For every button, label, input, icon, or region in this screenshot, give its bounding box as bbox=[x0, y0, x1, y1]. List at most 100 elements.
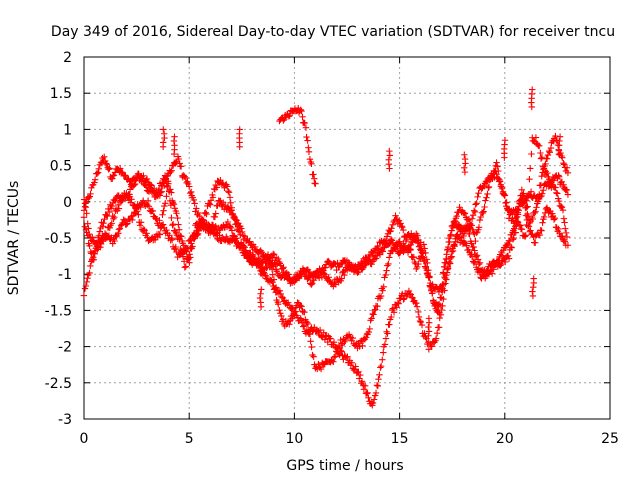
track-c-point bbox=[275, 301, 282, 308]
track-d-point bbox=[429, 290, 436, 297]
track-d-point bbox=[101, 215, 108, 223]
track-d-point bbox=[555, 197, 563, 205]
track-c-point bbox=[468, 240, 475, 247]
track-b-point bbox=[556, 229, 563, 237]
track-b-point bbox=[438, 306, 445, 314]
track-a-point bbox=[175, 155, 182, 163]
track-d-point bbox=[472, 201, 479, 208]
track-b-point bbox=[153, 215, 160, 223]
track-b-point bbox=[415, 313, 423, 321]
track-d-point bbox=[423, 256, 430, 263]
spike-point bbox=[425, 323, 432, 331]
track-c-point bbox=[209, 221, 217, 229]
track-c-point bbox=[158, 182, 165, 189]
track-c-point bbox=[475, 260, 483, 268]
track-e-point bbox=[312, 180, 319, 187]
track-a-point bbox=[308, 281, 315, 288]
spike-point bbox=[425, 315, 433, 322]
track-d-point bbox=[283, 273, 290, 280]
track-d-point bbox=[162, 200, 169, 207]
track-b-point bbox=[115, 226, 123, 233]
track-c-point bbox=[141, 181, 149, 188]
track-c-point bbox=[286, 321, 293, 328]
track-d-point bbox=[209, 194, 217, 201]
track-b-point bbox=[277, 290, 284, 298]
track-b-point bbox=[405, 287, 413, 295]
track-a-point bbox=[228, 227, 236, 234]
track-c-point bbox=[87, 262, 94, 270]
track-a-point bbox=[531, 209, 538, 217]
track-a-point bbox=[480, 208, 487, 215]
track-c-point bbox=[110, 215, 117, 222]
spike-point bbox=[501, 154, 508, 161]
track-d-point bbox=[444, 246, 452, 253]
track-a-point bbox=[481, 203, 488, 211]
track-c-point bbox=[298, 303, 305, 310]
track-d-point bbox=[93, 240, 101, 248]
track-a-point bbox=[91, 179, 98, 186]
track-b-point bbox=[375, 376, 382, 383]
track-d-point bbox=[331, 280, 338, 288]
track-c-point bbox=[211, 213, 219, 221]
track-c-point bbox=[504, 252, 512, 260]
data-marks bbox=[80, 86, 572, 409]
track-d-point bbox=[338, 275, 345, 282]
track-d-point bbox=[233, 220, 240, 228]
track-b-point bbox=[400, 296, 407, 303]
track-c-point bbox=[510, 234, 517, 242]
track-c-point bbox=[290, 309, 298, 317]
track-c-point bbox=[420, 257, 428, 265]
track-b-point bbox=[89, 233, 96, 241]
track-c-point bbox=[482, 271, 489, 279]
track-b-point bbox=[418, 321, 426, 329]
track-d-point bbox=[420, 241, 428, 248]
track-b-point bbox=[377, 364, 384, 371]
track-c-point bbox=[493, 257, 501, 264]
track-d-point bbox=[558, 204, 566, 211]
track-c-point bbox=[97, 244, 104, 251]
track-b-point bbox=[230, 235, 237, 242]
track-d-point bbox=[417, 253, 425, 260]
track-d-point bbox=[355, 268, 362, 276]
track-c-point bbox=[400, 240, 407, 247]
track-c-point bbox=[448, 253, 456, 260]
track-c-point bbox=[294, 299, 301, 306]
track-d-point bbox=[105, 205, 112, 213]
track-c-point bbox=[388, 247, 396, 255]
track-a-point bbox=[181, 173, 188, 180]
track-b-point bbox=[357, 371, 364, 379]
track-d-point bbox=[455, 221, 463, 229]
track-d-point bbox=[460, 232, 467, 240]
track-a-point bbox=[109, 175, 116, 182]
track-c-point bbox=[532, 134, 540, 141]
spike-point bbox=[529, 284, 537, 291]
track-d-point bbox=[493, 170, 500, 178]
track-b-point bbox=[518, 186, 526, 194]
track-d-point bbox=[379, 248, 387, 255]
track-d-point bbox=[437, 294, 444, 301]
track-d-point bbox=[169, 222, 176, 229]
track-b-point bbox=[503, 242, 511, 249]
track-c-point bbox=[126, 186, 134, 193]
track-d-point bbox=[413, 263, 421, 271]
track-a-point bbox=[533, 204, 540, 211]
track-a-point bbox=[101, 157, 109, 165]
track-d-point bbox=[448, 227, 455, 234]
track-d-point bbox=[557, 203, 565, 210]
chart-title: Day 349 of 2016, Sidereal Day-to-day VTE… bbox=[51, 24, 615, 40]
track-d-point bbox=[81, 223, 89, 230]
track-c-point bbox=[251, 243, 259, 251]
track-b-point bbox=[278, 293, 285, 301]
track-b-point bbox=[417, 318, 425, 326]
track-c-point bbox=[422, 263, 430, 270]
track-c-point bbox=[362, 334, 370, 341]
track-a-point bbox=[464, 216, 472, 224]
track-c-point bbox=[278, 312, 285, 320]
track-a-point bbox=[105, 166, 112, 173]
track-c-point bbox=[497, 262, 504, 269]
spike-point bbox=[460, 164, 468, 171]
track-c-point bbox=[330, 358, 337, 365]
y-tick-label: -0.5 bbox=[45, 231, 72, 247]
track-c-point bbox=[133, 175, 140, 182]
track-d-point bbox=[240, 242, 247, 250]
